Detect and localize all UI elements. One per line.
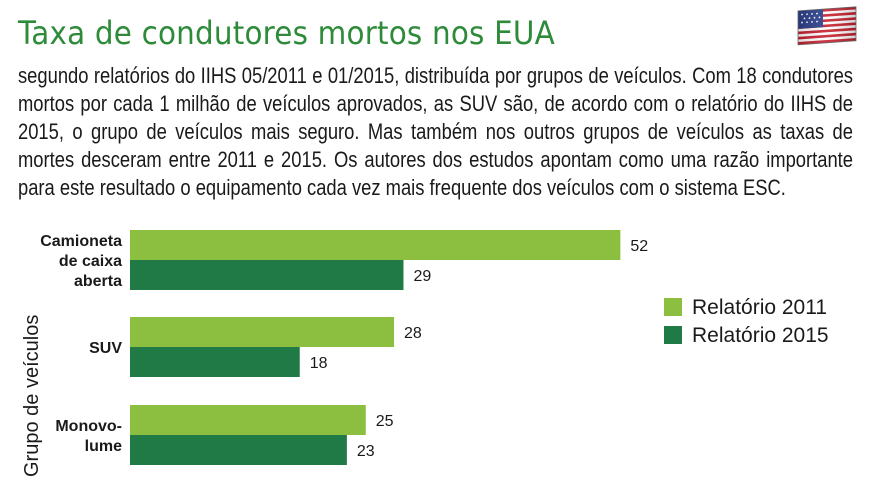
- bar-2015-0: [130, 260, 404, 290]
- category-label: lume: [85, 438, 122, 455]
- bar-2015-1: [130, 347, 300, 377]
- legend-label: Relatório 2015: [692, 324, 829, 347]
- data-label: 18: [310, 355, 328, 372]
- usa-flag-icon: [797, 6, 857, 46]
- category-label: aberta: [74, 273, 122, 290]
- category-label: Monovo-: [55, 418, 122, 435]
- data-label: 25: [376, 413, 394, 430]
- bar-2011-0: [130, 230, 621, 260]
- y-axis-label: Grupo de veículos: [21, 315, 43, 477]
- legend: Relatório 2011 Relatório 2015: [664, 296, 829, 347]
- legend-swatch: [664, 326, 682, 344]
- data-label: 29: [413, 268, 431, 285]
- chart-description: segundo relatórios do IIHS 05/2011 e 01/…: [18, 63, 853, 200]
- data-label: 28: [404, 325, 422, 342]
- chart-title: Taxa de condutores mortos nos EUA: [18, 14, 555, 52]
- bar-2011-2: [130, 405, 366, 435]
- data-label: 23: [357, 443, 375, 460]
- data-label: 52: [630, 238, 648, 255]
- category-labels: Camioneta de caixa aberta SUV Monovo-lume: [40, 233, 122, 455]
- bar-2011-1: [130, 317, 395, 347]
- category-label: SUV: [89, 340, 122, 357]
- category-label: Camioneta: [40, 233, 122, 250]
- category-label: de caixa: [59, 253, 122, 270]
- bar-2015-2: [130, 435, 347, 465]
- legend-label: Relatório 2011: [692, 296, 827, 319]
- legend-swatch: [664, 298, 682, 316]
